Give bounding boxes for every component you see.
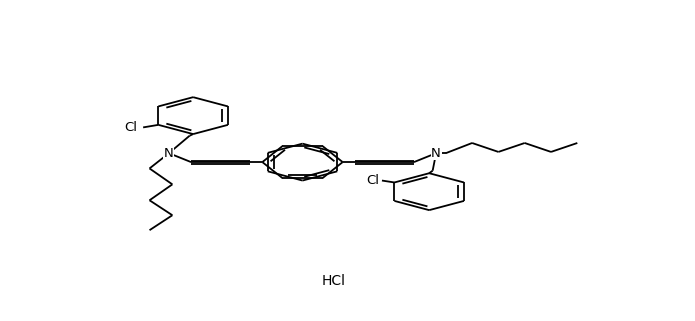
Text: HCl: HCl	[322, 274, 345, 289]
Text: N: N	[431, 147, 441, 160]
Text: Cl: Cl	[366, 174, 379, 187]
Text: N: N	[164, 147, 174, 160]
Text: Cl: Cl	[124, 121, 138, 134]
